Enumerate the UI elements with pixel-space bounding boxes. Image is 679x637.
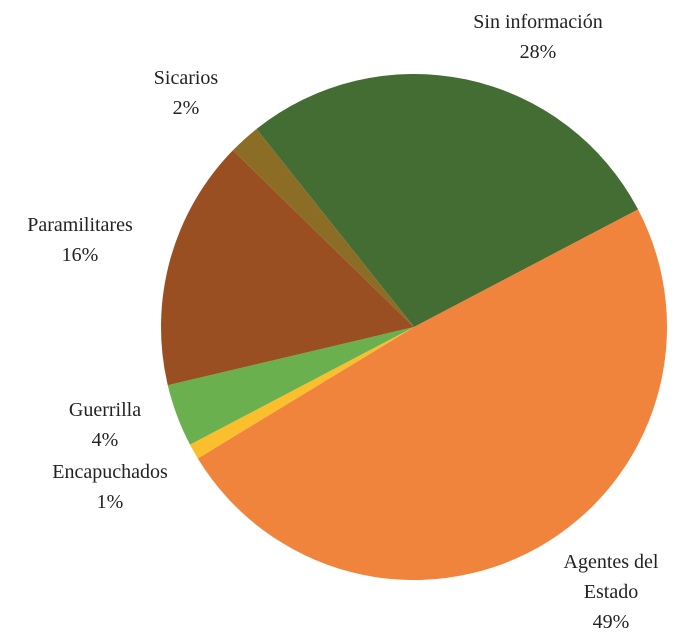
category-label: Sicarios	[153, 67, 219, 89]
pie-slice	[232, 129, 414, 327]
category-label: Guerrilla	[68, 399, 142, 421]
pie-slice	[256, 73, 639, 328]
pie-slice	[197, 209, 668, 581]
category-label: Agentes del Estado	[563, 551, 659, 603]
category-label: Paramilitares	[27, 214, 133, 236]
value-label: 2%	[172, 97, 200, 119]
slice-label: Sicarios 2%	[126, 63, 246, 123]
value-label: 16%	[61, 244, 99, 266]
slice-label: Sin información 28%	[438, 7, 638, 67]
category-label: Encapuchados	[52, 461, 168, 483]
pie-slice	[189, 327, 414, 459]
value-label: 4%	[91, 429, 119, 451]
slice-label: Agentes del Estado 49%	[546, 547, 676, 637]
value-label: 49%	[592, 611, 630, 633]
pie-slice	[167, 327, 414, 445]
slice-label: Paramilitares 16%	[0, 210, 165, 270]
value-label: 28%	[519, 41, 557, 63]
slice-label: Encapuchados 1%	[10, 457, 210, 517]
pie-slice	[161, 150, 414, 386]
value-label: 1%	[96, 491, 124, 513]
slice-label: Guerrilla 4%	[30, 395, 180, 455]
category-label: Sin información	[473, 11, 603, 33]
